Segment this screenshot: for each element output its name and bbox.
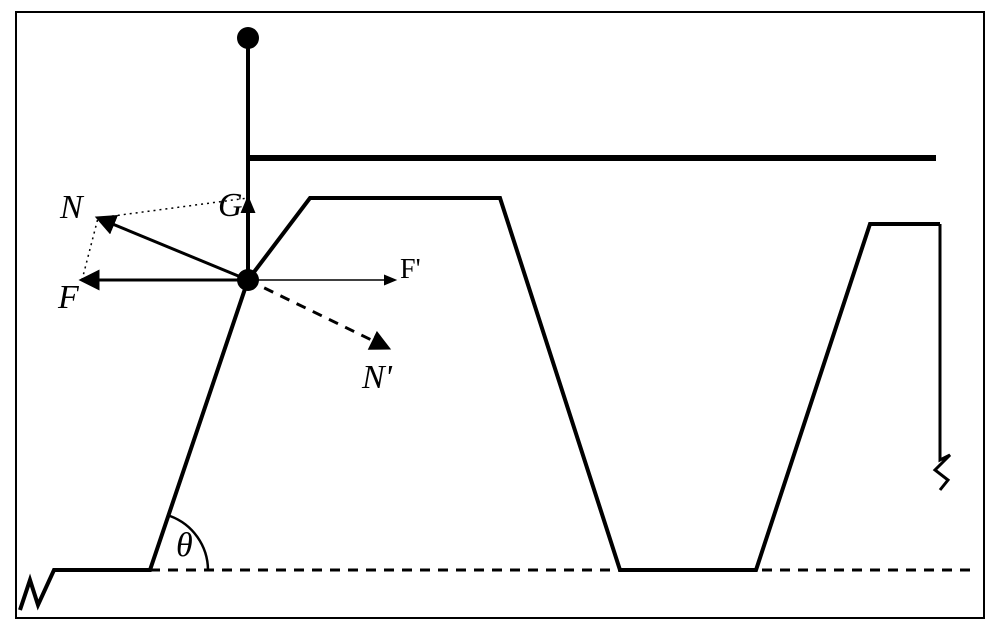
vector-Nprime [248, 280, 388, 348]
label-Nprime: N' [361, 359, 393, 396]
label-theta: θ [176, 527, 193, 564]
label-Fprime: F' [400, 254, 421, 285]
label-N: N [59, 189, 85, 226]
force-diagram: N G F F' N' θ [0, 0, 1000, 632]
ground-profile [20, 198, 940, 610]
label-G: G [218, 187, 243, 224]
pendulum-pivot [237, 27, 259, 49]
vector-N [98, 218, 248, 280]
label-F: F [57, 279, 80, 316]
right-break-marker [935, 224, 950, 490]
